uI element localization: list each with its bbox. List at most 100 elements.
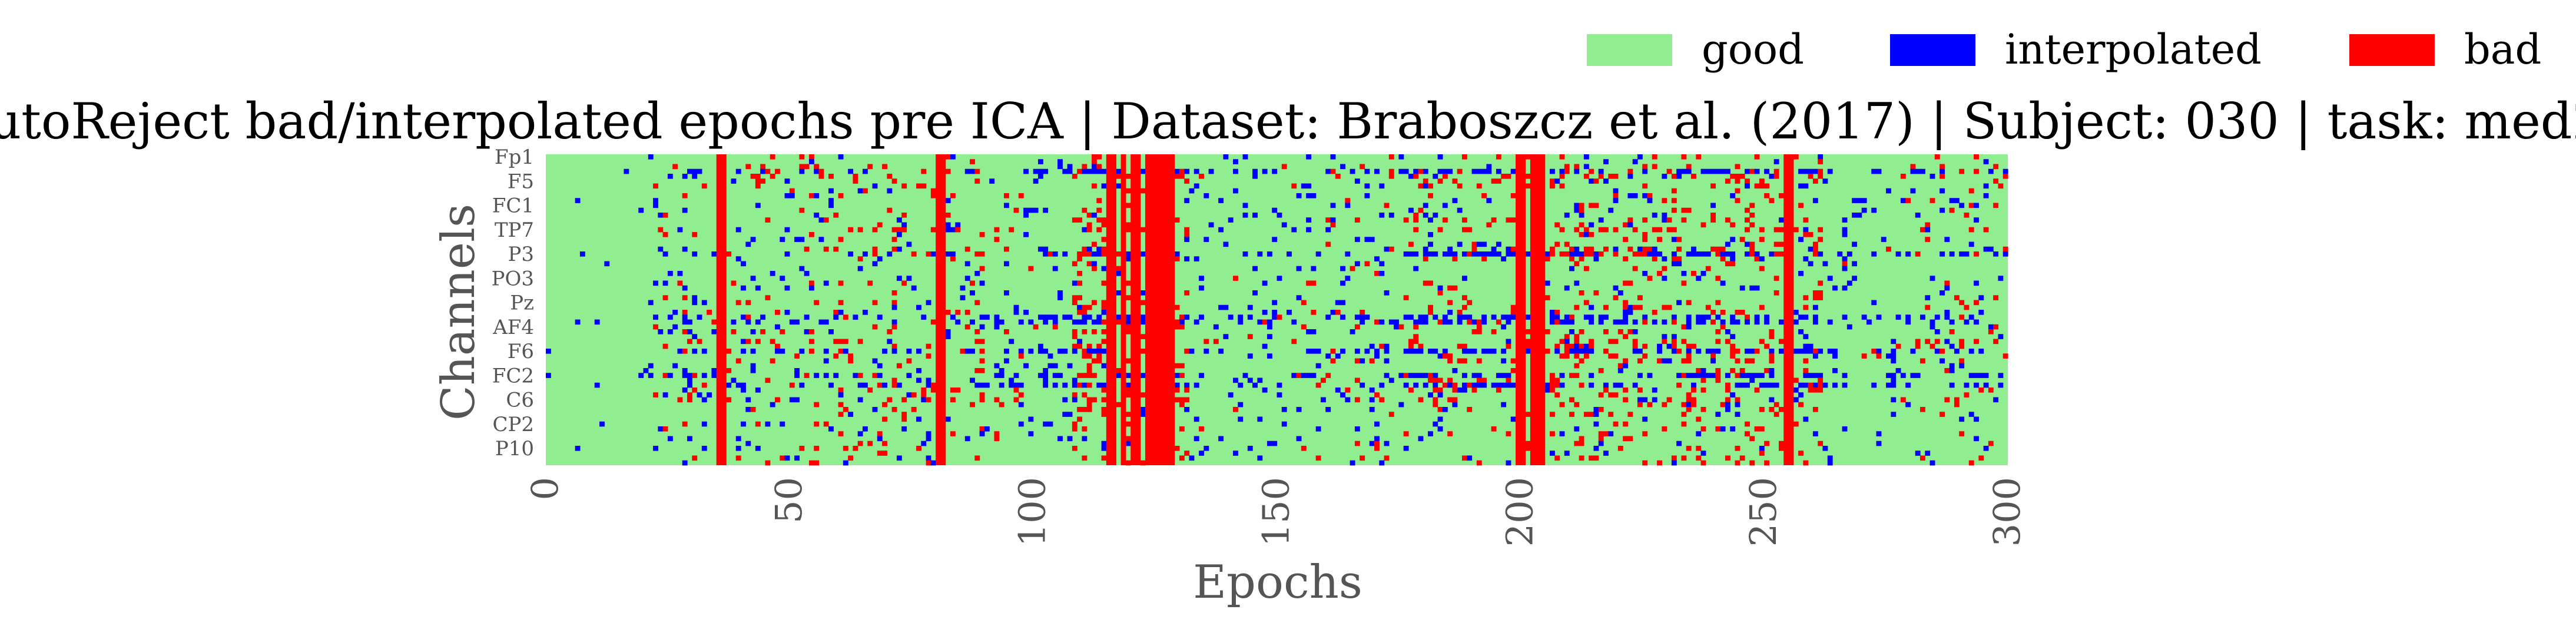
cell-bad bbox=[755, 174, 761, 179]
cell-interpolated bbox=[1812, 198, 1818, 203]
cell-bad bbox=[1213, 339, 1219, 345]
cell-interpolated bbox=[1929, 319, 1935, 325]
cell-bad bbox=[887, 329, 893, 334]
cell-bad bbox=[994, 431, 1000, 436]
cell-interpolated bbox=[1803, 168, 1809, 174]
cell-bad bbox=[1086, 343, 1092, 349]
cell-interpolated bbox=[799, 266, 805, 271]
cell-bad bbox=[1457, 310, 1463, 315]
cell-interpolated bbox=[1525, 349, 1531, 354]
cell-interpolated bbox=[911, 285, 917, 291]
cell-bad bbox=[1082, 349, 1088, 354]
cell-bad bbox=[1705, 266, 1711, 271]
cell-interpolated bbox=[1549, 451, 1555, 456]
cell-bad bbox=[1564, 349, 1570, 354]
cell-bad bbox=[1574, 353, 1580, 359]
cell-bad bbox=[1086, 363, 1092, 369]
cell-bad bbox=[1174, 446, 1180, 451]
cell-bad bbox=[1671, 174, 1677, 179]
cell-bad bbox=[1745, 431, 1750, 436]
cell-bad bbox=[1320, 377, 1326, 383]
cell-interpolated bbox=[1467, 314, 1473, 320]
cell-bad bbox=[1091, 300, 1097, 306]
cell-interpolated bbox=[687, 436, 692, 442]
cell-bad bbox=[1681, 412, 1687, 417]
cell-bad bbox=[950, 397, 956, 403]
cell-interpolated bbox=[1779, 349, 1784, 354]
cell-interpolated bbox=[1818, 373, 1824, 378]
cell-interpolated bbox=[1379, 382, 1385, 388]
cell-bad bbox=[1886, 246, 1891, 252]
cell-bad bbox=[1374, 392, 1380, 398]
cell-interpolated bbox=[1589, 373, 1594, 378]
cell-interpolated bbox=[1043, 349, 1049, 354]
cell-interpolated bbox=[1929, 276, 1935, 281]
cell-bad bbox=[1671, 227, 1677, 233]
cell-bad bbox=[1720, 246, 1726, 252]
cell-interpolated bbox=[1067, 363, 1073, 369]
cell-interpolated bbox=[1647, 198, 1653, 203]
cell-interpolated bbox=[916, 349, 921, 354]
cell-bad bbox=[901, 416, 907, 422]
cell-bad bbox=[1447, 300, 1453, 306]
cell-bad bbox=[1974, 339, 1979, 345]
cell-interpolated bbox=[1988, 324, 1994, 330]
cell-interpolated bbox=[1140, 168, 1146, 174]
cell-bad bbox=[1627, 168, 1633, 174]
cell-bad bbox=[1082, 407, 1088, 412]
cell-bad bbox=[1413, 174, 1419, 179]
cell-interpolated bbox=[1369, 343, 1375, 349]
cell-bad bbox=[1335, 310, 1341, 315]
cell-bad bbox=[1179, 373, 1185, 378]
cell-interpolated bbox=[1374, 349, 1380, 354]
cell-interpolated bbox=[1501, 382, 1507, 388]
cell-interpolated bbox=[877, 363, 883, 369]
cell-bad bbox=[1072, 426, 1078, 432]
cell-bad bbox=[1579, 343, 1584, 349]
cell-interpolated bbox=[1179, 319, 1185, 325]
cell-interpolated bbox=[1447, 246, 1453, 252]
cell-interpolated bbox=[1662, 334, 1667, 339]
cell-interpolated bbox=[653, 280, 658, 286]
cell-bad bbox=[2003, 174, 2008, 179]
cell-bad bbox=[1735, 397, 1740, 403]
cell-interpolated bbox=[1696, 251, 1702, 257]
cell-interpolated bbox=[1764, 382, 1770, 388]
cell-interpolated bbox=[1920, 168, 1925, 174]
cell-bad bbox=[853, 446, 858, 451]
cell-interpolated bbox=[1749, 373, 1755, 378]
cell-interpolated bbox=[1832, 382, 1838, 388]
cell-bad bbox=[1686, 353, 1692, 359]
cell-interpolated bbox=[1861, 207, 1867, 213]
cell-interpolated bbox=[1057, 164, 1063, 170]
cell-bad bbox=[799, 154, 805, 160]
cell-interpolated bbox=[1803, 227, 1809, 233]
cell-interpolated bbox=[1686, 168, 1692, 174]
cell-bad bbox=[1759, 237, 1765, 242]
cell-interpolated bbox=[1062, 349, 1068, 354]
cell-bad bbox=[1598, 174, 1604, 179]
cell-bad bbox=[1974, 168, 1979, 174]
cell-interpolated bbox=[906, 349, 912, 354]
cell-interpolated bbox=[1277, 382, 1282, 388]
cell-interpolated bbox=[1730, 319, 1736, 325]
cell-bad bbox=[765, 295, 771, 300]
cell-interpolated bbox=[1554, 178, 1560, 184]
cell-interpolated bbox=[1949, 368, 1955, 373]
cell-bad bbox=[1184, 178, 1190, 184]
cell-interpolated bbox=[1905, 319, 1911, 325]
cell-interpolated bbox=[1116, 271, 1122, 276]
cell-bad bbox=[1773, 290, 1779, 296]
cell-bad bbox=[1125, 358, 1131, 364]
cell-interpolated bbox=[1583, 343, 1589, 349]
cell-interpolated bbox=[1184, 168, 1190, 174]
cell-bad bbox=[1579, 256, 1584, 261]
cell-bad bbox=[1452, 397, 1458, 403]
cell-interpolated bbox=[838, 310, 844, 315]
cell-bad bbox=[1598, 251, 1604, 257]
cell-interpolated bbox=[1086, 168, 1092, 174]
cell-bad bbox=[1681, 455, 1687, 461]
cell-interpolated bbox=[1082, 227, 1088, 233]
cell-interpolated bbox=[1569, 319, 1574, 325]
cell-interpolated bbox=[1023, 168, 1029, 174]
